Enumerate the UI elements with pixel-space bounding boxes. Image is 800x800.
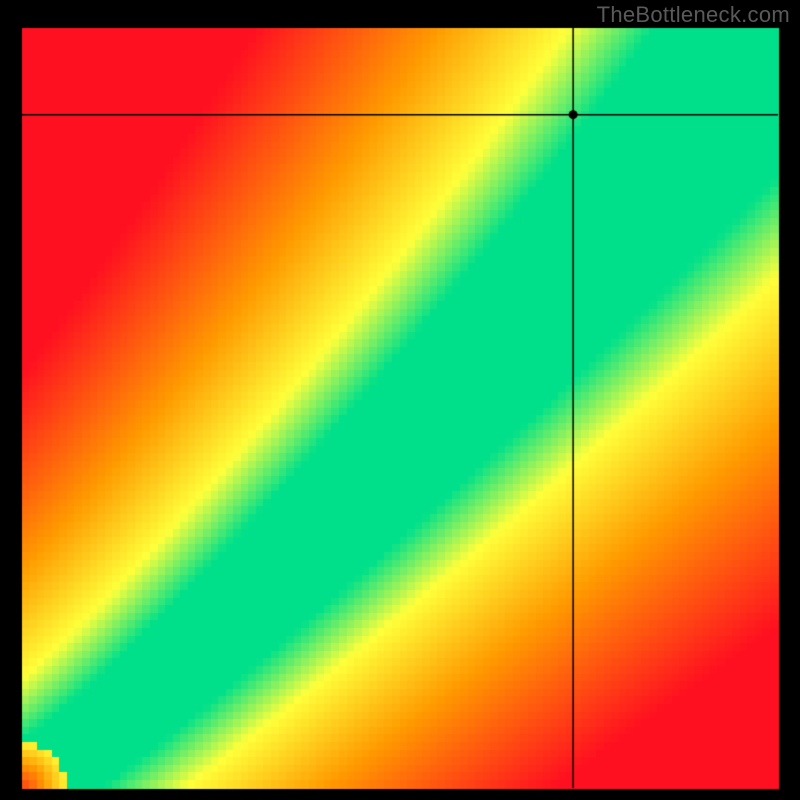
bottleneck-heatmap-canvas	[0, 0, 800, 800]
watermark-text: TheBottleneck.com	[597, 2, 790, 28]
